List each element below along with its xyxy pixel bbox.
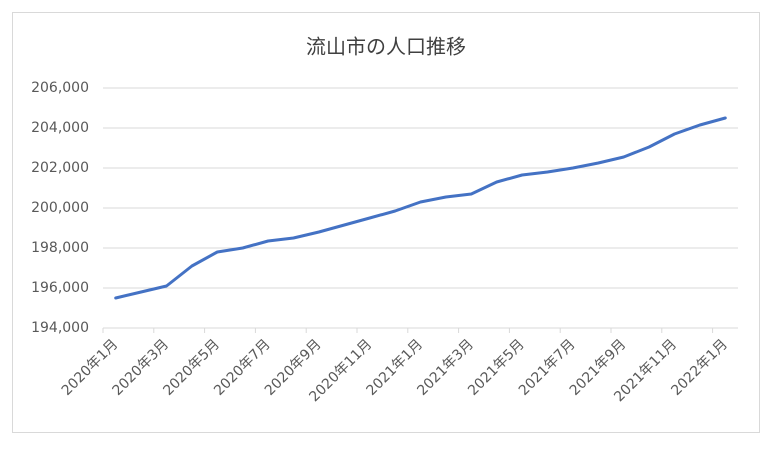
y-tick-label: 194,000 [31, 320, 89, 336]
y-tick-label: 204,000 [31, 120, 89, 136]
y-tick-label: 206,000 [31, 80, 89, 96]
y-tick-label: 200,000 [31, 200, 89, 216]
y-tick-label: 198,000 [31, 240, 89, 256]
chart-frame [12, 12, 760, 433]
y-tick-label: 196,000 [31, 280, 89, 296]
y-tick-label: 202,000 [31, 160, 89, 176]
chart-title: 流山市の人口推移 [306, 35, 466, 59]
data-line [114, 116, 727, 300]
